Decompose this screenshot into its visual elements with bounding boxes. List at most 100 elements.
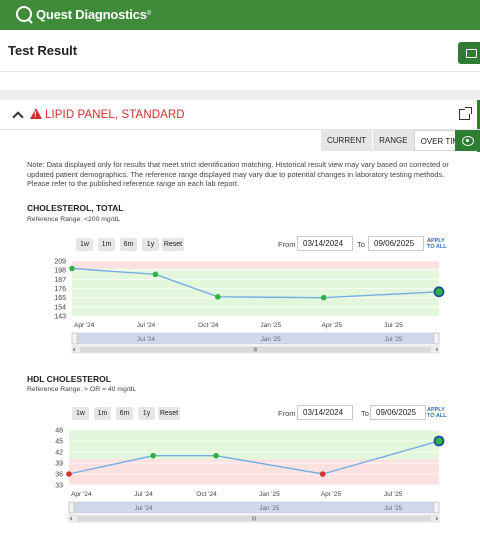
x-tick-label: Jul '25	[384, 322, 403, 329]
x-tick-label: Apr '24	[71, 491, 92, 498]
page-title: Test Result	[8, 43, 78, 58]
y-tick-label: 42	[55, 450, 63, 457]
x-tick-label: Jan '25	[260, 322, 281, 329]
navigator-handle-right	[433, 501, 440, 514]
data-note: Note: Data displayed only for results th…	[27, 160, 449, 188]
scroll-right-arrow-icon	[435, 347, 439, 352]
brand-tm: ®	[146, 11, 152, 17]
apply-to-all-link[interactable]: APPLY TO ALL	[427, 407, 447, 419]
data-point	[213, 452, 219, 459]
reference-range-total-cholesterol: Reference Range: <200 mg/dL	[27, 216, 121, 223]
range-6m-button[interactable]: 6m	[120, 238, 137, 251]
range-1y-button[interactable]: 1y	[142, 238, 159, 251]
navigator-handle-left	[71, 332, 78, 345]
range-1m-button[interactable]: 1m	[98, 238, 115, 251]
y-tick-label: 143	[54, 314, 66, 321]
tab-range[interactable]: RANGE	[372, 130, 414, 151]
from-date-input[interactable]: 03/14/2024	[297, 405, 353, 420]
y-tick-label: 39	[55, 461, 63, 468]
reference-range-hdl-cholesterol: Reference Range: > OR = 40 mg/dL	[27, 386, 137, 393]
navigator-handle-right	[433, 332, 440, 345]
eye-icon[interactable]	[455, 130, 480, 151]
panel-title[interactable]: LIPID PANEL, STANDARD	[45, 109, 185, 121]
data-point-selected	[433, 286, 445, 298]
to-date-input[interactable]: 09/06/2025	[370, 405, 426, 420]
data-point	[69, 265, 75, 272]
x-tick-label: Jul '25	[384, 491, 403, 498]
scrollbar-thumb	[80, 347, 431, 352]
to-date-input[interactable]: 09/06/2025	[368, 236, 424, 251]
y-tick-label: 198	[54, 268, 66, 275]
range-6m-button[interactable]: 6m	[116, 407, 133, 420]
navigator-tick-label: Jul '24	[135, 505, 154, 512]
data-point	[319, 471, 326, 477]
chart-title-total-cholesterol: CHOLESTEROL, TOTAL	[27, 203, 124, 213]
to-label: To	[361, 409, 369, 418]
x-tick-label: Apr '25	[321, 491, 342, 498]
section-divider	[0, 90, 480, 100]
data-point	[152, 271, 159, 278]
message-button[interactable]	[458, 42, 480, 64]
y-tick-label: 48	[55, 428, 63, 435]
x-tick-label: Jul '24	[134, 491, 153, 498]
navigator-tick-label: Jan '25	[261, 336, 282, 343]
x-tick-label: Apr '24	[74, 322, 95, 329]
y-tick-label: 33	[55, 483, 63, 490]
navigator-tick-label: Jul '24	[137, 336, 156, 343]
x-tick-label: Oct '24	[198, 322, 219, 329]
x-tick-label: Jan '25	[259, 491, 280, 498]
quest-logo-icon	[16, 6, 32, 22]
range-1y-button[interactable]: 1y	[138, 407, 155, 420]
y-tick-label: 176	[54, 286, 66, 293]
range-reset-button[interactable]: Reset	[162, 238, 184, 251]
range-reset-button[interactable]: Reset	[158, 407, 180, 420]
scrollbar-grip: III	[253, 348, 257, 354]
y-tick-label: 36	[55, 472, 63, 479]
y-tick-label: 154	[54, 304, 66, 311]
navigator-tick-label: Jul '25	[385, 336, 404, 343]
to-label: To	[357, 240, 365, 249]
panel-accent-bar	[477, 100, 480, 152]
range-1w-button[interactable]: 1w	[72, 407, 89, 420]
x-tick-label: Jul '24	[137, 322, 156, 329]
warning-icon	[30, 108, 42, 119]
navigator-range	[77, 332, 434, 345]
panel-header: LIPID PANEL, STANDARD	[0, 100, 480, 130]
range-1m-button[interactable]: 1m	[94, 407, 111, 420]
page-header: Test Result	[0, 30, 480, 72]
navigator-tick-label: Jan '25	[259, 505, 280, 512]
x-tick-label: Oct '24	[196, 491, 217, 498]
from-date-input[interactable]: 03/14/2024	[297, 236, 353, 251]
data-point	[150, 452, 156, 459]
y-tick-label: 165	[54, 295, 66, 302]
normal-range-band	[69, 430, 439, 460]
scroll-right-arrow-icon	[435, 516, 439, 521]
scroll-left-arrow-icon	[72, 347, 76, 352]
data-point-selected	[433, 435, 445, 447]
quest-logo[interactable]: Quest Diagnostics ®	[16, 6, 151, 22]
navigator-range	[74, 501, 434, 514]
x-tick-label: Apr '25	[322, 322, 343, 329]
from-label: From	[278, 240, 296, 249]
y-tick-label: 209	[54, 259, 66, 266]
range-1w-button[interactable]: 1w	[76, 238, 93, 251]
apply-to-all-link[interactable]: APPLY TO ALL	[427, 238, 447, 250]
navigator-handle-left	[68, 501, 75, 514]
data-point	[320, 294, 327, 301]
scroll-left-arrow-icon	[69, 516, 73, 521]
navigator-tick-label: Jul '25	[384, 505, 403, 512]
scrollbar-thumb	[77, 516, 431, 521]
from-label: From	[278, 409, 296, 418]
scrollbar-grip: III	[252, 517, 256, 523]
external-link-icon[interactable]	[459, 107, 472, 120]
top-bar: Quest Diagnostics ®	[0, 0, 480, 30]
chart-title-hdl-cholesterol: HDL CHOLESTEROL	[27, 374, 111, 384]
brand-name: Quest Diagnostics	[36, 6, 147, 22]
y-tick-label: 45	[55, 439, 63, 446]
tab-current[interactable]: CURRENT	[320, 130, 373, 151]
data-point	[66, 471, 72, 477]
normal-range-band	[72, 268, 439, 316]
data-point	[215, 294, 221, 300]
y-tick-label: 187	[54, 277, 66, 284]
